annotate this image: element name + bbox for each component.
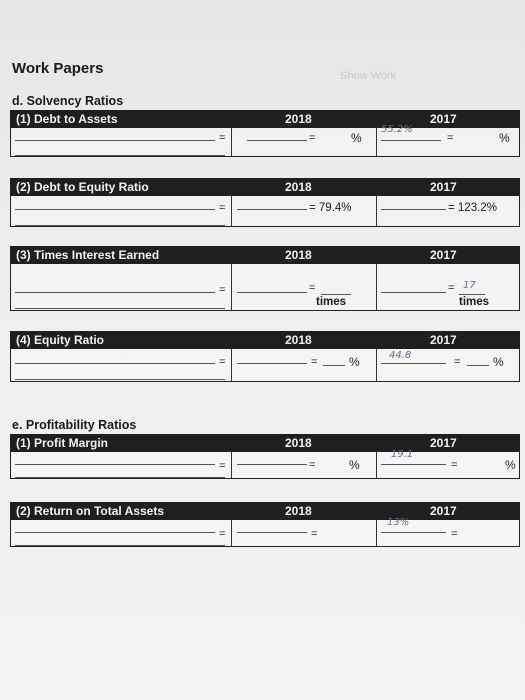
year-2018-label: 2018 [285,180,312,194]
denominator-line[interactable] [15,225,225,226]
ratio-label: (2) Debt to Equity Ratio [16,180,149,194]
year-2018-label: 2018 [285,248,312,262]
year-2017-label: 2017 [430,504,457,518]
numerator-line[interactable] [15,363,215,364]
denominator-line[interactable] [15,379,225,380]
handwritten-answer-2017: 17 [463,280,476,291]
numerator-line[interactable] [15,209,215,210]
equals-sign: = [454,356,461,368]
table-header: (1) Profit Margin 2018 2017 [10,434,520,452]
year-2018-label: 2018 [285,436,312,450]
input-line-2018[interactable] [237,363,307,364]
input-line-2018[interactable] [247,140,307,141]
table-body: = = times = 17 times [10,264,520,311]
equals-sign: = [311,528,318,540]
table-body: = = % 44.8 = % [10,349,520,382]
denominator-line[interactable] [15,155,225,156]
percent-sign: % [351,131,362,145]
times-interest-earned-table: (3) Times Interest Earned 2018 2017 = = … [10,246,520,312]
year-2018-label: 2018 [285,504,312,518]
answer-line-2018[interactable] [323,365,345,366]
equals-sign: = [219,284,226,296]
equals-sign: = [448,282,455,294]
value-2018: = 79.4% [309,202,352,214]
equals-sign: = [451,459,458,471]
solvency-section-title: d. Solvency Ratios [12,94,124,108]
equals-sign: = [451,528,458,540]
equals-sign: = [219,356,226,368]
handwritten-answer-2017: 19.1 [391,449,414,460]
year-2018-label: 2018 [285,112,312,126]
equals-sign: = [311,356,318,368]
denominator-line[interactable] [15,477,225,478]
equals-sign: = [309,459,316,471]
equals-sign: = [219,528,226,540]
year-2017-label: 2017 [430,248,457,262]
numerator-line[interactable] [15,532,215,533]
equals-sign: = [219,202,226,214]
percent-sign: % [505,458,516,472]
ratio-label: (3) Times Interest Earned [16,248,160,262]
return-on-assets-table: (2) Return on Total Assets 2018 2017 = =… [10,502,520,547]
ratio-label: (1) Profit Margin [16,436,108,450]
debt-to-assets-table: (1) Debt to Assets 2018 2017 = = % 55.2%… [10,110,520,158]
handwritten-answer-2017: 13% [387,517,410,528]
page-title: Work Papers [12,60,104,77]
table-header: (2) Return on Total Assets 2018 2017 [10,502,520,520]
equals-sign: = [219,132,226,144]
value-2017: = 123.2% [448,202,497,214]
answer-line-2017[interactable] [467,365,489,366]
ratio-label: (1) Debt to Assets [16,112,118,126]
watermark: Show Work [340,70,397,82]
input-line-2018[interactable] [237,209,307,210]
handwritten-answer-2017: 55.2% [381,124,413,135]
year-2017-label: 2017 [430,333,457,347]
percent-sign: % [493,355,504,369]
profit-margin-table: (1) Profit Margin 2018 2017 = = % 19.1 =… [10,434,520,479]
equals-sign: = [219,460,226,472]
numerator-line[interactable] [15,140,215,141]
percent-sign: % [349,458,360,472]
times-unit-2017: times [459,296,490,308]
year-2017-label: 2017 [430,436,457,450]
input-line-2018[interactable] [237,532,307,533]
handwritten-answer-2017: 44.8 [389,350,412,361]
input-line-2017[interactable] [381,292,446,293]
table-body: = = 79.4% = 123.2% [10,196,520,227]
numerator-line[interactable] [15,292,215,293]
ratio-label: (4) Equity Ratio [16,333,105,347]
percent-sign: % [349,355,360,369]
denominator-line[interactable] [15,545,225,546]
table-header: (2) Debt to Equity Ratio 2018 2017 [10,178,520,196]
denominator-line[interactable] [15,308,225,309]
table-body: = = 13% = [10,517,520,547]
year-2018-label: 2018 [285,333,312,347]
input-line-2018[interactable] [237,464,307,465]
times-unit-2018: times [316,296,347,308]
equity-ratio-table: (4) Equity Ratio 2018 2017 = = % 44.8 = … [10,331,520,383]
table-header: (1) Debt to Assets 2018 2017 [10,110,520,128]
numerator-line[interactable] [15,464,215,465]
debt-to-equity-table: (2) Debt to Equity Ratio 2018 2017 = = 7… [10,178,520,227]
input-line-2017[interactable] [381,209,446,210]
equals-sign: = [447,132,454,144]
table-body: = = % 55.2% = % [10,124,520,157]
percent-sign: % [499,131,510,145]
profitability-section-title: e. Profitability Ratios [12,418,137,432]
table-body: = = % 19.1 = % [10,449,520,479]
table-header: (3) Times Interest Earned 2018 2017 [10,246,520,264]
table-header: (4) Equity Ratio 2018 2017 [10,331,520,349]
input-line-2018[interactable] [237,292,307,293]
equals-sign: = [309,282,316,294]
ratio-label: (2) Return on Total Assets [16,504,165,518]
year-2017-label: 2017 [430,112,457,126]
year-2017-label: 2017 [430,180,457,194]
equals-sign: = [309,132,316,144]
